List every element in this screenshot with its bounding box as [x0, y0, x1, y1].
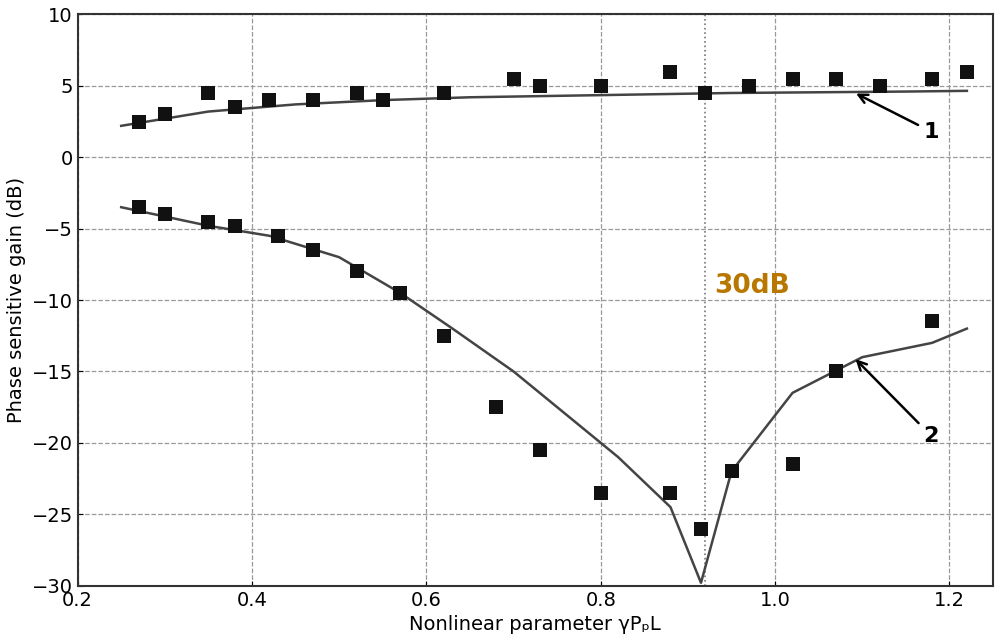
Point — [785, 74, 801, 84]
Text: 1: 1 — [859, 95, 939, 142]
Point — [828, 366, 844, 376]
Point — [227, 221, 243, 231]
Point — [227, 102, 243, 112]
Point — [305, 245, 321, 255]
Point — [532, 81, 548, 91]
Point — [697, 88, 713, 98]
Point — [436, 331, 452, 341]
Point — [270, 231, 286, 241]
Point — [375, 95, 391, 105]
Point — [693, 524, 709, 534]
Point — [392, 288, 408, 298]
Point — [662, 67, 678, 77]
Point — [349, 88, 365, 98]
Point — [157, 109, 173, 119]
Point — [200, 88, 216, 98]
Point — [924, 316, 940, 326]
Point — [872, 81, 888, 91]
X-axis label: Nonlinear parameter γPₚL: Nonlinear parameter γPₚL — [409, 615, 661, 634]
Point — [924, 74, 940, 84]
Point — [785, 459, 801, 469]
Point — [593, 488, 609, 498]
Point — [741, 81, 757, 91]
Point — [131, 117, 147, 127]
Point — [662, 488, 678, 498]
Point — [200, 217, 216, 227]
Point — [305, 95, 321, 105]
Point — [959, 67, 975, 77]
Point — [157, 209, 173, 219]
Point — [828, 74, 844, 84]
Text: 2: 2 — [857, 361, 939, 445]
Point — [506, 74, 522, 84]
Point — [349, 267, 365, 277]
Point — [436, 88, 452, 98]
Point — [593, 81, 609, 91]
Point — [261, 95, 277, 105]
Point — [532, 445, 548, 455]
Point — [131, 202, 147, 212]
Text: 30dB: 30dB — [714, 273, 790, 299]
Y-axis label: Phase sensitive gain (dB): Phase sensitive gain (dB) — [7, 177, 26, 423]
Point — [724, 466, 740, 476]
Point — [488, 402, 504, 412]
